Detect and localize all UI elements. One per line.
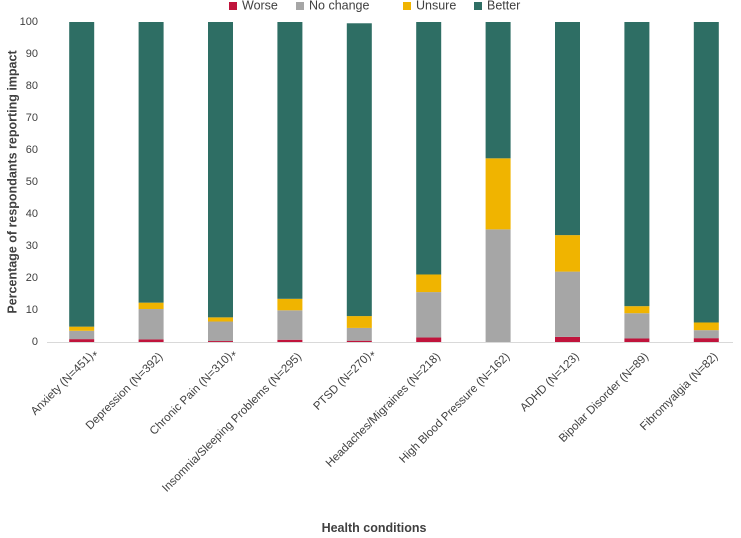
legend: Worse No change Unsure Better bbox=[229, 0, 520, 12]
bar-unsure-10 bbox=[693, 322, 719, 331]
bar-no-change-9 bbox=[624, 313, 650, 339]
bar-better-7 bbox=[485, 22, 511, 159]
bar-unsure-7 bbox=[485, 158, 511, 230]
y-tick-label: 40 bbox=[26, 208, 38, 220]
x-tick-label: ADHD (N=123) bbox=[518, 351, 582, 415]
bar-unsure-3 bbox=[208, 317, 233, 322]
y-tick-label: 70 bbox=[26, 112, 38, 124]
y-axis-title: Percentage of respondants reporting impa… bbox=[5, 50, 19, 314]
y-tick-label: 10 bbox=[26, 304, 38, 316]
bar-better-1 bbox=[69, 22, 95, 327]
bar-better-3 bbox=[208, 22, 233, 318]
x-tick-label: Insomnia/Sleeping Problems (N=295) bbox=[160, 351, 304, 495]
bar-unsure-5 bbox=[346, 316, 372, 328]
bar-no-change-4 bbox=[277, 310, 303, 340]
y-tick-label: 50 bbox=[26, 176, 38, 188]
legend-label-better: Better bbox=[487, 0, 520, 12]
bar-worse-8 bbox=[555, 336, 580, 342]
legend-swatch-better bbox=[474, 2, 482, 10]
legend-label-unsure: Unsure bbox=[416, 0, 456, 12]
bar-unsure-8 bbox=[555, 235, 580, 272]
legend-swatch-unsure bbox=[403, 2, 411, 10]
bar-better-6 bbox=[416, 22, 442, 275]
y-tick-label: 60 bbox=[26, 144, 38, 156]
bar-no-change-1 bbox=[69, 330, 95, 340]
y-tick-label: 90 bbox=[26, 48, 38, 60]
x-axis-labels: Anxiety (N=451)*Depression (N=392)Chroni… bbox=[29, 351, 721, 495]
bar-unsure-4 bbox=[277, 298, 303, 311]
bar-better-10 bbox=[693, 22, 719, 323]
y-tick-label: 20 bbox=[26, 272, 38, 284]
bar-better-9 bbox=[624, 22, 650, 307]
bar-worse-3 bbox=[208, 341, 233, 342]
bar-no-change-5 bbox=[346, 327, 372, 341]
x-axis-title: Health conditions bbox=[322, 521, 427, 535]
bar-better-4 bbox=[277, 22, 303, 299]
legend-swatch-no-change bbox=[296, 2, 304, 10]
bar-no-change-7 bbox=[485, 229, 511, 342]
bar-unsure-9 bbox=[624, 306, 650, 314]
bar-no-change-8 bbox=[555, 271, 580, 337]
annotation-star: * bbox=[370, 351, 375, 363]
bar-better-5 bbox=[346, 23, 372, 317]
bar-no-change-3 bbox=[208, 321, 233, 342]
bar-worse-9 bbox=[624, 338, 650, 342]
bar-worse-6 bbox=[416, 337, 442, 342]
bar-worse-4 bbox=[277, 339, 303, 342]
bar-unsure-1 bbox=[69, 326, 95, 331]
bar-no-change-6 bbox=[416, 292, 442, 338]
bar-worse-2 bbox=[138, 339, 164, 342]
bar-worse-5 bbox=[346, 340, 372, 342]
y-axis: 0 10 20 30 40 50 60 70 80 90 100 bbox=[20, 16, 38, 348]
x-tick-label: High Blood Pressure (N=162) bbox=[397, 351, 512, 466]
y-tick-label: 0 bbox=[32, 336, 38, 348]
legend-label-no-change: No change bbox=[309, 0, 370, 12]
x-tick-label: Headaches/Migraines (N=218) bbox=[324, 351, 443, 470]
bar-unsure-2 bbox=[138, 302, 164, 310]
x-tick-label: Anxiety (N=451) bbox=[29, 351, 96, 418]
y-tick-label: 80 bbox=[26, 80, 38, 92]
bar-no-change-10 bbox=[693, 330, 719, 339]
annotation-star: * bbox=[92, 351, 97, 363]
annotation-star: * bbox=[231, 351, 236, 363]
x-tick-label: Fibromyalgia (N=82) bbox=[638, 351, 720, 433]
y-tick-label: 30 bbox=[26, 240, 38, 252]
bar-no-change-2 bbox=[138, 309, 164, 340]
y-tick-label: 100 bbox=[20, 16, 38, 28]
bar-worse-10 bbox=[693, 338, 719, 342]
bars bbox=[69, 22, 719, 342]
bar-better-8 bbox=[555, 22, 580, 236]
bar-unsure-6 bbox=[416, 274, 442, 293]
bar-better-2 bbox=[138, 22, 164, 303]
legend-label-worse: Worse bbox=[242, 0, 278, 12]
x-tick-label: PTSD (N=270) bbox=[311, 351, 373, 413]
bar-worse-1 bbox=[69, 339, 95, 342]
legend-swatch-worse bbox=[229, 2, 237, 10]
